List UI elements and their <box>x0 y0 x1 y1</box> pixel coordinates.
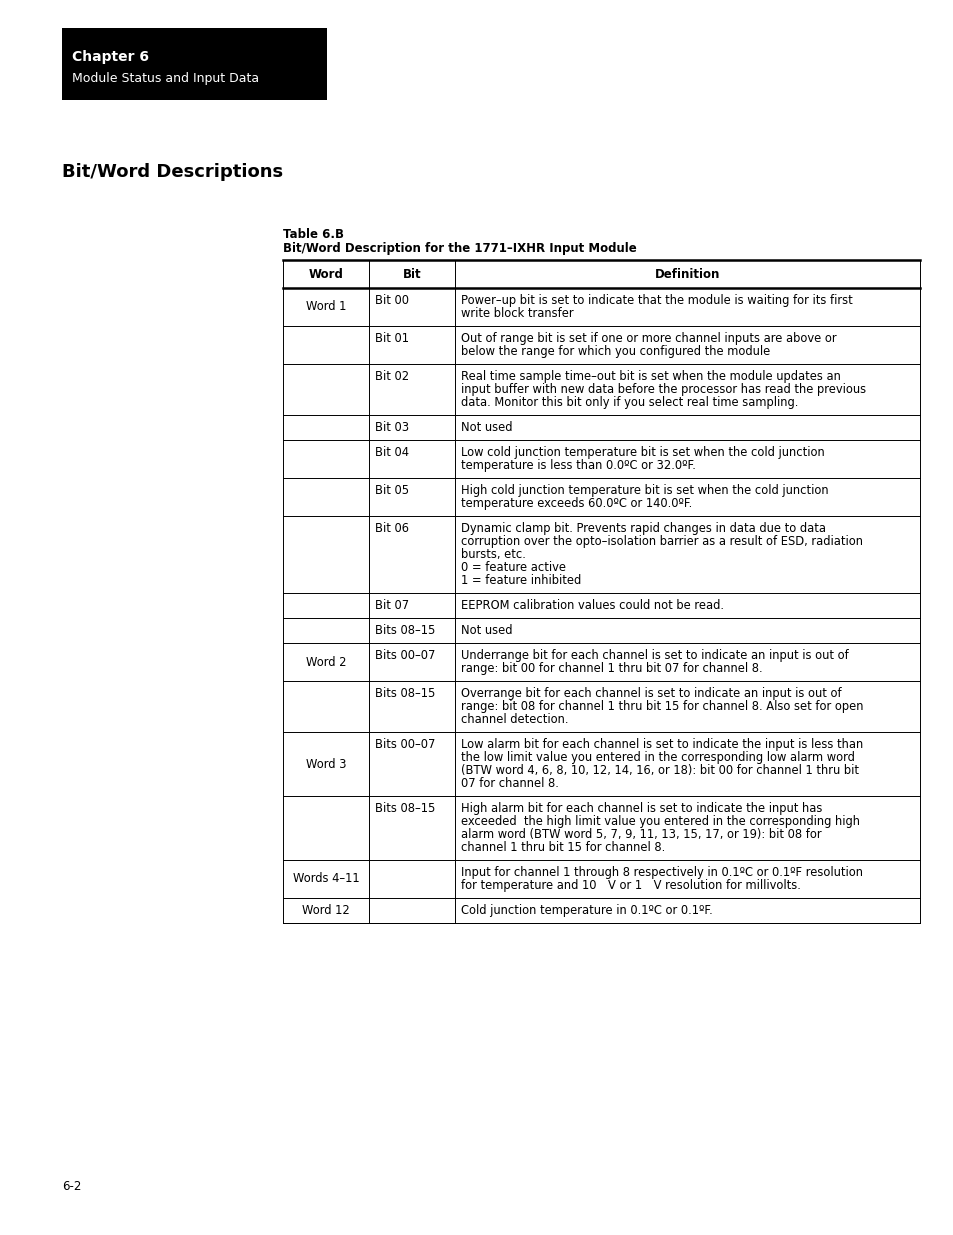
Text: Bits 08–15: Bits 08–15 <box>375 687 435 700</box>
Text: Dynamic clamp bit. Prevents rapid changes in data due to data: Dynamic clamp bit. Prevents rapid change… <box>460 522 825 535</box>
Text: Bit/Word Descriptions: Bit/Word Descriptions <box>62 163 283 182</box>
Text: temperature is less than 0.0ºC or 32.0ºF.: temperature is less than 0.0ºC or 32.0ºF… <box>460 459 695 472</box>
Text: Bit/Word Description for the 1771–IXHR Input Module: Bit/Word Description for the 1771–IXHR I… <box>283 242 636 254</box>
Text: Bits 08–15: Bits 08–15 <box>375 624 435 637</box>
Text: Word 12: Word 12 <box>302 904 350 918</box>
Text: range: bit 08 for channel 1 thru bit 15 for channel 8. Also set for open: range: bit 08 for channel 1 thru bit 15 … <box>460 700 862 713</box>
Text: Bits 08–15: Bits 08–15 <box>375 802 435 815</box>
Text: Not used: Not used <box>460 421 512 433</box>
Text: Module Status and Input Data: Module Status and Input Data <box>71 72 259 85</box>
Text: Word 1: Word 1 <box>306 300 346 314</box>
Text: range: bit 00 for channel 1 thru bit 07 for channel 8.: range: bit 00 for channel 1 thru bit 07 … <box>460 662 761 676</box>
Text: Word 3: Word 3 <box>305 757 346 771</box>
Text: below the range for which you configured the module: below the range for which you configured… <box>460 345 769 358</box>
Text: Power–up bit is set to indicate that the module is waiting for its first: Power–up bit is set to indicate that the… <box>460 294 852 308</box>
Text: 6-2: 6-2 <box>62 1179 81 1193</box>
Text: Low cold junction temperature bit is set when the cold junction: Low cold junction temperature bit is set… <box>460 446 824 459</box>
Text: bursts, etc.: bursts, etc. <box>460 548 525 561</box>
Text: corruption over the opto–isolation barrier as a result of ESD, radiation: corruption over the opto–isolation barri… <box>460 535 862 548</box>
Text: write block transfer: write block transfer <box>460 308 573 320</box>
Text: Bits 00–07: Bits 00–07 <box>375 650 435 662</box>
Text: Input for channel 1 through 8 respectively in 0.1ºC or 0.1ºF resolution: Input for channel 1 through 8 respective… <box>460 866 862 879</box>
Text: Bit 03: Bit 03 <box>375 421 409 433</box>
Text: the low limit value you entered in the corresponding low alarm word: the low limit value you entered in the c… <box>460 751 854 764</box>
Text: Not used: Not used <box>460 624 512 637</box>
Text: Low alarm bit for each channel is set to indicate the input is less than: Low alarm bit for each channel is set to… <box>460 739 862 751</box>
Text: Definition: Definition <box>654 268 720 280</box>
Text: temperature exceeds 60.0ºC or 140.0ºF.: temperature exceeds 60.0ºC or 140.0ºF. <box>460 496 692 510</box>
Text: Bits 00–07: Bits 00–07 <box>375 739 435 751</box>
Text: High alarm bit for each channel is set to indicate the input has: High alarm bit for each channel is set t… <box>460 802 821 815</box>
Text: 07 for channel 8.: 07 for channel 8. <box>460 777 558 790</box>
Text: Bit: Bit <box>402 268 421 280</box>
Text: Word: Word <box>308 268 343 280</box>
Text: Bit 01: Bit 01 <box>375 332 409 345</box>
Text: Chapter 6: Chapter 6 <box>71 49 149 64</box>
Bar <box>62 28 327 100</box>
Text: Words 4–11: Words 4–11 <box>293 872 359 885</box>
Text: 1 = feature inhibited: 1 = feature inhibited <box>460 574 580 587</box>
Text: Bit 06: Bit 06 <box>375 522 409 535</box>
Text: Real time sample time–out bit is set when the module updates an: Real time sample time–out bit is set whe… <box>460 370 840 383</box>
Text: (BTW word 4, 6, 8, 10, 12, 14, 16, or 18): bit 00 for channel 1 thru bit: (BTW word 4, 6, 8, 10, 12, 14, 16, or 18… <box>460 764 858 777</box>
Text: channel detection.: channel detection. <box>460 713 568 726</box>
Text: exceeded  the high limit value you entered in the corresponding high: exceeded the high limit value you entere… <box>460 815 859 827</box>
Text: 0 = feature active: 0 = feature active <box>460 561 565 574</box>
Text: Table 6.B: Table 6.B <box>283 228 344 241</box>
Text: Bit 00: Bit 00 <box>375 294 409 308</box>
Text: Bit 05: Bit 05 <box>375 484 409 496</box>
Text: for temperature and 10 V or 1 V resolution for millivolts.: for temperature and 10 V or 1 V resoluti… <box>460 879 800 892</box>
Text: Word 2: Word 2 <box>305 656 346 668</box>
Text: Out of range bit is set if one or more channel inputs are above or: Out of range bit is set if one or more c… <box>460 332 836 345</box>
Text: Bit 04: Bit 04 <box>375 446 409 459</box>
Text: data. Monitor this bit only if you select real time sampling.: data. Monitor this bit only if you selec… <box>460 396 798 409</box>
Text: Overrange bit for each channel is set to indicate an input is out of: Overrange bit for each channel is set to… <box>460 687 841 700</box>
Text: EEPROM calibration values could not be read.: EEPROM calibration values could not be r… <box>460 599 723 613</box>
Text: input buffer with new data before the processor has read the previous: input buffer with new data before the pr… <box>460 383 865 396</box>
Text: Underrange bit for each channel is set to indicate an input is out of: Underrange bit for each channel is set t… <box>460 650 848 662</box>
Text: Bit 02: Bit 02 <box>375 370 409 383</box>
Text: channel 1 thru bit 15 for channel 8.: channel 1 thru bit 15 for channel 8. <box>460 841 664 853</box>
Text: Bit 07: Bit 07 <box>375 599 409 613</box>
Text: alarm word (BTW word 5, 7, 9, 11, 13, 15, 17, or 19): bit 08 for: alarm word (BTW word 5, 7, 9, 11, 13, 15… <box>460 827 821 841</box>
Text: Cold junction temperature in 0.1ºC or 0.1ºF.: Cold junction temperature in 0.1ºC or 0.… <box>460 904 712 918</box>
Text: High cold junction temperature bit is set when the cold junction: High cold junction temperature bit is se… <box>460 484 828 496</box>
